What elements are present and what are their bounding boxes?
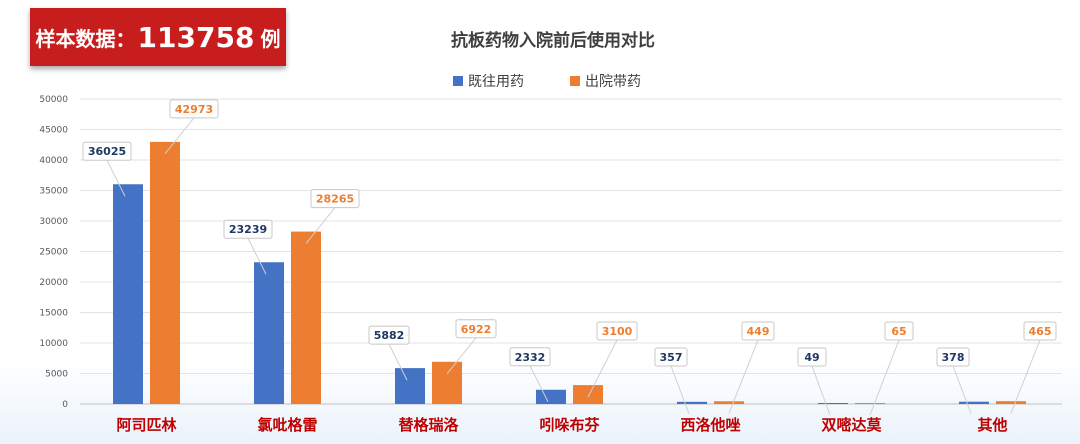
y-tick-label: 5000 [45, 370, 68, 380]
callout-box [310, 189, 360, 209]
grid-lines [80, 98, 1062, 405]
data-label-2-1: 42973 [175, 103, 213, 116]
data-label-2-5: 449 [747, 325, 770, 338]
data-label-2-2: 28265 [316, 193, 354, 206]
callout-pointer [446, 337, 477, 375]
y-tick-label: 15000 [39, 309, 68, 319]
callout-pointer [247, 238, 267, 275]
category-label-3: 替格瑞洛 [398, 416, 459, 434]
data-label-2-4: 3100 [602, 325, 633, 338]
y-tick-label: 30000 [39, 217, 68, 227]
callout-pointer [106, 160, 126, 197]
data-label-2-7: 465 [1029, 325, 1052, 338]
callout-box [223, 219, 273, 239]
callout-pointer [952, 365, 972, 414]
callout-pointer [305, 207, 336, 244]
callout-box [884, 321, 914, 341]
bar-1-4 [536, 389, 566, 404]
sample-count: 113758 [137, 20, 255, 54]
data-label-1-1: 36025 [88, 145, 126, 158]
y-tick-label: 45000 [39, 126, 68, 136]
bar-1-5 [677, 401, 707, 404]
data-label-1-4: 2332 [515, 351, 546, 364]
category-label-1: 阿司匹林 [116, 416, 177, 434]
y-tick-label: 35000 [39, 187, 68, 197]
callout-pointer [164, 117, 195, 155]
legend-swatch-1 [453, 76, 463, 86]
callout-pointer [587, 339, 618, 398]
callout-pointer [388, 343, 408, 381]
callout-box [654, 347, 688, 367]
sample-size-badge: 样本数据： 113758 例 [30, 8, 286, 66]
legend-label-2: 出院带药 [585, 74, 641, 90]
bars [113, 141, 1026, 405]
bar-2-4 [573, 385, 603, 404]
callout-box [455, 319, 497, 339]
callout-box [936, 347, 970, 367]
data-label-2-3: 6922 [461, 323, 492, 336]
y-axis: 0 5000 10000 15000 20000 25000 30000 35000 40000… [39, 95, 68, 410]
bar-2-3 [432, 361, 462, 404]
data-label-1-6: 49 [804, 351, 819, 364]
y-tick-label: 40000 [39, 156, 68, 166]
data-label-1-2: 23239 [229, 223, 267, 236]
chart-legend: 既往用药 出院带药 [453, 74, 641, 90]
bar-2-2 [291, 231, 321, 404]
bar-2-7 [996, 401, 1026, 404]
data-label-1-5: 357 [660, 351, 683, 364]
category-label-6: 双嘧达莫 [821, 416, 882, 434]
legend-label-1: 既往用药 [468, 74, 524, 90]
y-tick-label: 20000 [39, 278, 68, 288]
category-label-7: 其他 [977, 416, 1007, 434]
bar-2-6 [855, 403, 885, 404]
data-label-1-3: 5882 [374, 329, 405, 342]
callout-box [368, 325, 410, 345]
bar-1-3 [395, 368, 425, 404]
y-tick-label: 10000 [39, 339, 68, 349]
callout-box [1023, 321, 1057, 341]
data-labels: 36025 42973 23239 28265 5882 6922 2332 3100 357 4… [82, 99, 1057, 416]
callout-pointer [811, 365, 831, 416]
category-label-2: 氯吡格雷 [257, 416, 317, 434]
callout-box [169, 99, 219, 119]
callout-box [741, 321, 775, 341]
legend-swatch-2 [570, 76, 580, 86]
data-label-1-7: 378 [942, 351, 965, 364]
bar-2-1 [150, 141, 180, 405]
category-label-5: 西洛他唑 [680, 416, 740, 434]
callout-pointer [1010, 339, 1041, 414]
sample-unit: 例 [260, 26, 281, 51]
bar-1-6 [818, 403, 848, 404]
bar-1-2 [254, 262, 284, 404]
sample-label: 样本数据： [35, 26, 136, 51]
callout-pointer [670, 365, 690, 414]
y-tick-label: 0 [62, 400, 68, 410]
callout-box [596, 321, 638, 341]
callout-pointer [728, 339, 759, 414]
chart-title: 抗板药物入院前后使用对比 [451, 30, 655, 51]
x-axis: 阿司匹林 氯吡格雷 替格瑞洛 吲哚布芬 西洛他唑 双嘧达莫 其他 [116, 416, 1007, 434]
category-label-4: 吲哚布芬 [539, 416, 600, 434]
bar-1-1 [113, 184, 143, 404]
callout-box [797, 347, 827, 367]
callout-box [509, 347, 551, 367]
callout-box [82, 141, 132, 161]
data-label-2-6: 65 [891, 325, 906, 338]
y-tick-label: 50000 [39, 95, 68, 105]
y-tick-label: 25000 [39, 248, 68, 258]
callout-pointer [869, 339, 900, 416]
bar-1-7 [959, 401, 989, 404]
callout-pointer [529, 365, 549, 402]
bar-2-5 [714, 401, 744, 404]
